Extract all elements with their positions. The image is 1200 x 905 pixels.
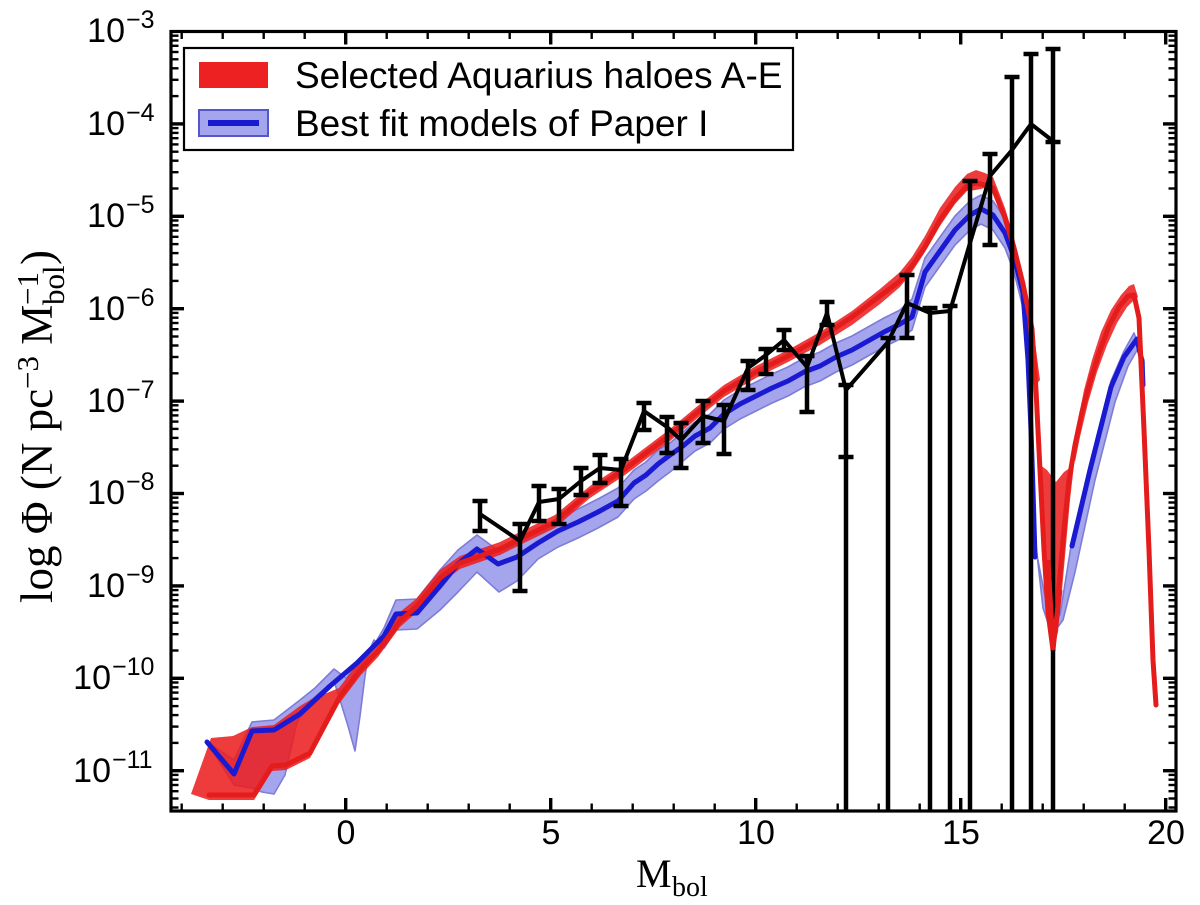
svg-text:): ): [12, 250, 62, 265]
svg-text:−7: −7: [126, 376, 155, 404]
svg-text:10: 10: [87, 290, 125, 328]
svg-text:10: 10: [87, 567, 125, 605]
svg-text:10: 10: [87, 382, 125, 420]
svg-text:10: 10: [87, 474, 125, 512]
svg-text:−11: −11: [112, 746, 153, 774]
svg-text:−1: −1: [10, 272, 45, 305]
svg-text:10: 10: [87, 197, 125, 235]
svg-text:M: M: [636, 851, 672, 896]
svg-text:log Φ (N pc: log Φ (N pc: [12, 389, 62, 603]
svg-text:5: 5: [542, 814, 561, 852]
svg-text:0: 0: [337, 814, 356, 852]
svg-text:−8: −8: [126, 468, 155, 496]
svg-text:10: 10: [737, 814, 775, 852]
svg-text:−10: −10: [112, 653, 154, 681]
svg-text:10: 10: [87, 105, 125, 143]
svg-text:M: M: [12, 305, 62, 356]
svg-text:Selected Aquarius haloes A-E: Selected Aquarius haloes A-E: [295, 55, 783, 96]
svg-text:10: 10: [73, 659, 111, 697]
svg-text:15: 15: [942, 814, 980, 852]
svg-text:−3: −3: [126, 6, 155, 34]
svg-text:−3: −3: [10, 356, 45, 389]
svg-text:10: 10: [87, 12, 125, 50]
svg-text:bol: bol: [672, 872, 708, 903]
svg-text:−5: −5: [126, 191, 155, 219]
svg-text:20: 20: [1147, 814, 1185, 852]
svg-text:Best fit models of Paper I: Best fit models of Paper I: [295, 103, 708, 144]
svg-text:bol: bol: [36, 265, 71, 305]
svg-text:−9: −9: [126, 561, 155, 589]
svg-text:−6: −6: [126, 284, 155, 312]
svg-text:10: 10: [73, 752, 111, 790]
svg-text:−4: −4: [126, 99, 155, 127]
